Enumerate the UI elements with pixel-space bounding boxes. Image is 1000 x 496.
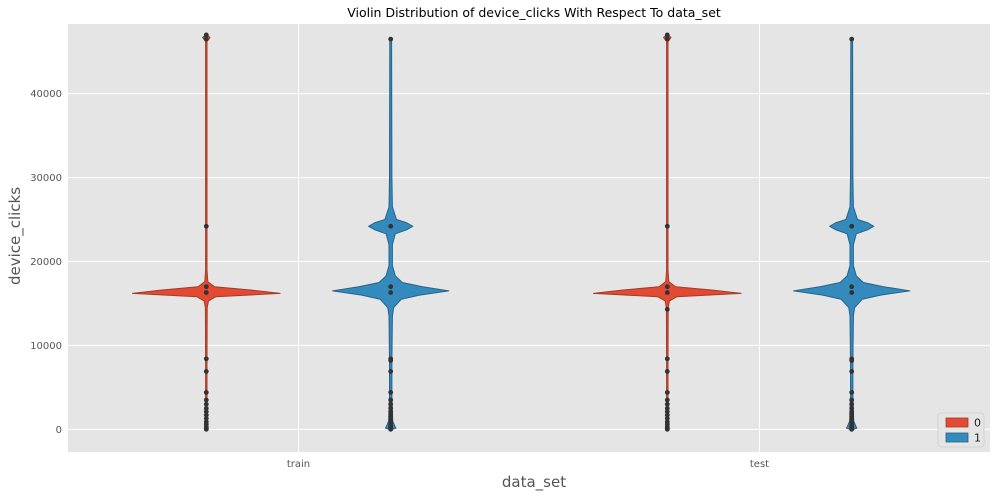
tick-labels: 0 10000 20000 30000 40000 train test (30, 89, 769, 470)
data-point (388, 284, 394, 290)
data-point (203, 412, 209, 418)
data-point (388, 390, 394, 395)
data-point (388, 223, 394, 229)
data-point (203, 223, 209, 229)
y-tick-label: 0 (56, 425, 62, 436)
data-point (203, 409, 209, 415)
data-point (664, 409, 670, 415)
data-point (388, 405, 394, 411)
data-point (203, 405, 209, 411)
legend-swatch-0 (945, 417, 969, 428)
data-point (664, 419, 670, 425)
legend-label-1: 1 (974, 432, 981, 445)
x-axis-label: data_set (502, 473, 566, 492)
data-point (664, 390, 670, 395)
data-point (203, 419, 209, 425)
data-point (203, 284, 209, 290)
data-point (664, 223, 670, 229)
data-point (388, 290, 394, 295)
legend-swatch-1 (945, 432, 969, 443)
y-tick-label: 40000 (30, 89, 62, 100)
data-point (664, 405, 670, 411)
gridlines (68, 24, 990, 452)
data-points (203, 32, 855, 432)
data-point (664, 416, 670, 421)
data-point (664, 412, 670, 418)
data-point (203, 36, 209, 42)
data-point (203, 290, 209, 295)
data-point (664, 401, 670, 407)
y-axis-label: device_clicks (6, 187, 25, 285)
data-point (664, 284, 670, 290)
y-tick-label: 30000 (30, 173, 62, 184)
data-point (849, 284, 855, 290)
data-point (203, 369, 209, 374)
data-point (849, 401, 855, 407)
data-point (664, 369, 670, 374)
data-point (664, 36, 670, 42)
chart-title: Violin Distribution of device_clicks Wit… (347, 5, 721, 20)
data-point (849, 290, 855, 295)
y-tick-label: 20000 (30, 257, 62, 268)
data-point (849, 369, 855, 374)
legend-label-0: 0 (974, 417, 981, 430)
data-point (664, 397, 670, 403)
data-point (388, 36, 394, 42)
data-point (388, 356, 394, 362)
data-point (203, 401, 209, 407)
data-point (203, 390, 209, 395)
data-point (664, 306, 670, 312)
data-point (664, 356, 670, 362)
data-point (849, 405, 855, 411)
data-point (388, 397, 394, 403)
data-point (203, 397, 209, 403)
x-tick-label-test: test (750, 459, 769, 470)
data-point (388, 409, 394, 415)
plot-background (68, 24, 990, 452)
y-tick-label: 10000 (30, 341, 62, 352)
data-point (664, 32, 670, 38)
data-point (203, 416, 209, 421)
data-point (849, 223, 855, 229)
x-tick-label-train: train (287, 459, 310, 470)
data-point (849, 397, 855, 403)
data-point (203, 32, 209, 38)
data-point (388, 369, 394, 374)
data-point (849, 409, 855, 415)
data-point (849, 390, 855, 395)
data-point (849, 36, 855, 42)
data-point (388, 401, 394, 407)
data-point (664, 290, 670, 295)
data-point (849, 356, 855, 362)
legend: 01 (937, 412, 985, 448)
data-point (203, 356, 209, 362)
